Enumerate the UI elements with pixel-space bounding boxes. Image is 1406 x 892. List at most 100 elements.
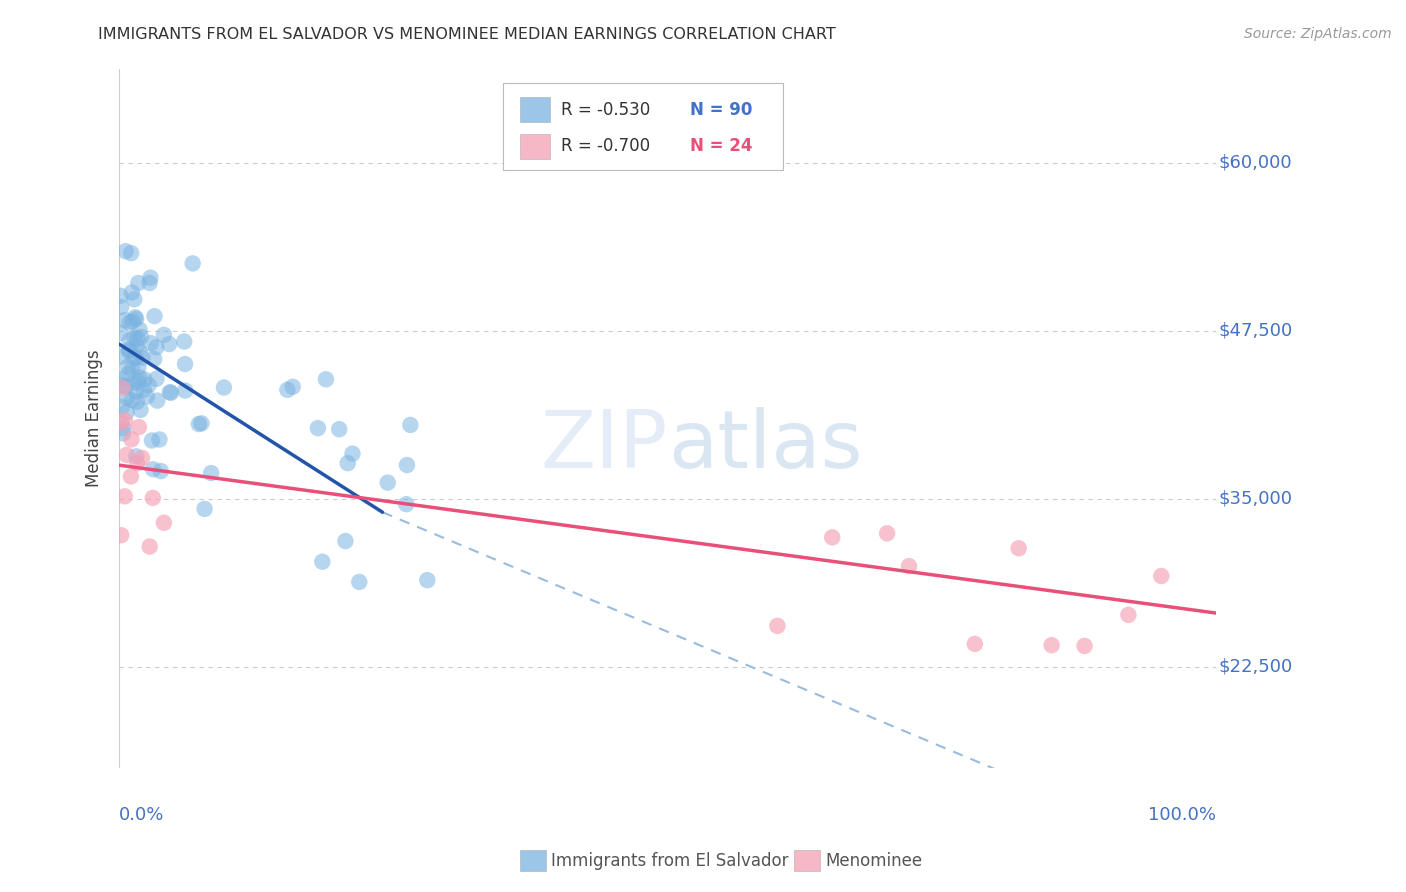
- Text: N = 90: N = 90: [690, 101, 752, 119]
- Point: [143, 351, 166, 366]
- Point: [1150, 569, 1173, 583]
- Point: [1040, 638, 1063, 652]
- Point: [118, 343, 141, 357]
- Point: [128, 420, 150, 434]
- Point: [143, 309, 166, 323]
- Point: [138, 540, 160, 554]
- Y-axis label: Median Earnings: Median Earnings: [86, 350, 103, 487]
- Point: [146, 393, 169, 408]
- Point: [121, 392, 143, 407]
- FancyBboxPatch shape: [520, 134, 550, 159]
- Point: [124, 293, 146, 307]
- Point: [114, 489, 136, 503]
- Point: [128, 370, 150, 384]
- Point: [125, 395, 148, 409]
- Point: [315, 372, 337, 386]
- Point: [276, 383, 298, 397]
- Point: [121, 285, 143, 300]
- Point: [131, 351, 153, 365]
- Point: [115, 405, 138, 419]
- Point: [122, 376, 145, 390]
- Text: 0.0%: 0.0%: [120, 806, 165, 824]
- Point: [129, 330, 152, 344]
- Point: [328, 422, 350, 436]
- Point: [157, 337, 180, 351]
- Point: [200, 466, 222, 480]
- Point: [117, 367, 139, 381]
- Point: [212, 380, 235, 394]
- Point: [132, 383, 155, 397]
- Point: [1008, 541, 1031, 556]
- Point: [110, 300, 132, 314]
- Point: [129, 402, 152, 417]
- Point: [128, 345, 150, 359]
- Point: [1118, 607, 1140, 622]
- Point: [139, 270, 162, 285]
- Point: [125, 332, 148, 346]
- Point: [127, 375, 149, 389]
- Point: [766, 619, 789, 633]
- Text: 100.0%: 100.0%: [1149, 806, 1216, 824]
- Point: [117, 359, 139, 374]
- Text: Menominee: Menominee: [825, 852, 922, 870]
- Point: [110, 326, 132, 340]
- Point: [153, 516, 176, 530]
- Point: [121, 432, 143, 446]
- Text: IMMIGRANTS FROM EL SALVADOR VS MENOMINEE MEDIAN EARNINGS CORRELATION CHART: IMMIGRANTS FROM EL SALVADOR VS MENOMINEE…: [98, 27, 837, 42]
- Point: [174, 357, 197, 371]
- Point: [117, 343, 139, 358]
- Point: [311, 555, 333, 569]
- Point: [141, 434, 163, 448]
- Point: [336, 456, 359, 470]
- Point: [159, 385, 181, 400]
- Point: [160, 385, 183, 400]
- Point: [112, 426, 135, 441]
- Point: [110, 289, 132, 303]
- Text: $22,500: $22,500: [1219, 658, 1292, 676]
- Point: [148, 433, 170, 447]
- Point: [125, 351, 148, 365]
- Point: [395, 497, 418, 511]
- Point: [395, 458, 418, 472]
- Point: [135, 390, 157, 404]
- Point: [111, 381, 134, 395]
- Point: [110, 378, 132, 392]
- Text: Source: ZipAtlas.com: Source: ZipAtlas.com: [1244, 27, 1392, 41]
- Point: [342, 447, 364, 461]
- Point: [138, 276, 160, 290]
- Point: [115, 379, 138, 393]
- Point: [281, 380, 304, 394]
- Point: [153, 327, 176, 342]
- Point: [114, 244, 136, 259]
- Point: [110, 350, 132, 364]
- Point: [127, 456, 149, 470]
- Point: [128, 323, 150, 337]
- Text: R = -0.530: R = -0.530: [561, 101, 651, 119]
- Point: [120, 246, 142, 260]
- Point: [127, 276, 149, 290]
- Point: [124, 331, 146, 345]
- Point: [134, 373, 156, 387]
- Point: [173, 334, 195, 349]
- Point: [876, 526, 898, 541]
- Point: [194, 501, 217, 516]
- Point: [124, 310, 146, 325]
- Point: [139, 336, 162, 351]
- Text: ZIP: ZIP: [540, 407, 668, 485]
- Point: [187, 417, 209, 431]
- Point: [145, 372, 167, 386]
- Point: [181, 256, 204, 270]
- Point: [125, 339, 148, 353]
- Point: [307, 421, 329, 435]
- Point: [1073, 639, 1095, 653]
- Point: [821, 530, 844, 544]
- Point: [122, 351, 145, 365]
- Text: R = -0.700: R = -0.700: [561, 137, 651, 155]
- Text: $47,500: $47,500: [1219, 322, 1292, 340]
- Point: [142, 491, 165, 505]
- Point: [110, 528, 132, 542]
- Text: N = 24: N = 24: [690, 137, 752, 155]
- Point: [335, 534, 357, 549]
- Point: [377, 475, 399, 490]
- Text: atlas: atlas: [668, 407, 862, 485]
